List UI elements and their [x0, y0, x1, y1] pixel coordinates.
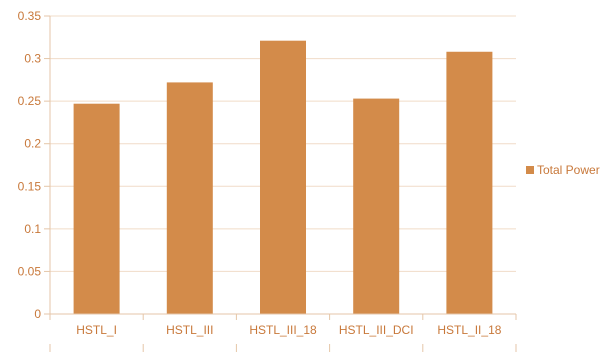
x-tick-label: HSTL_III_18	[249, 323, 317, 337]
axes	[49, 16, 516, 315]
x-axis-ticks: HSTL_I HSTL_III HSTL_III_18 HSTL_III_DCI HST…	[49, 314, 517, 352]
y-axis-ticks: 0 0.05 0.1 0.15 0.2 0.25 0.3 0.35	[18, 9, 50, 321]
bar-hstl-iii	[166, 82, 213, 314]
y-tick-label: 0	[34, 307, 41, 321]
bar-hstl-ii-18	[446, 51, 493, 314]
y-tick-label: 0.3	[24, 52, 41, 66]
y-tick-label: 0.1	[24, 222, 41, 236]
legend: Total Power	[526, 163, 600, 177]
bar-hstl-iii-dci	[353, 98, 400, 315]
x-tick-label: HSTL_II_18	[437, 323, 501, 337]
y-tick-label: 0.05	[18, 264, 42, 278]
bar-hstl-iii-18	[260, 40, 306, 314]
y-tick-label: 0.2	[24, 137, 41, 151]
y-tick-label: 0.25	[18, 94, 42, 108]
legend-swatch	[526, 166, 534, 174]
bars	[73, 40, 493, 315]
x-tick-label: HSTL_III	[166, 323, 213, 337]
y-tick-label: 0.35	[18, 9, 42, 23]
y-tick-label: 0.15	[18, 179, 42, 193]
legend-label: Total Power	[537, 163, 600, 177]
x-tick-label: HSTL_I	[76, 323, 117, 337]
x-tick-label: HSTL_III_DCI	[339, 323, 414, 337]
bar-hstl-i	[73, 103, 120, 314]
